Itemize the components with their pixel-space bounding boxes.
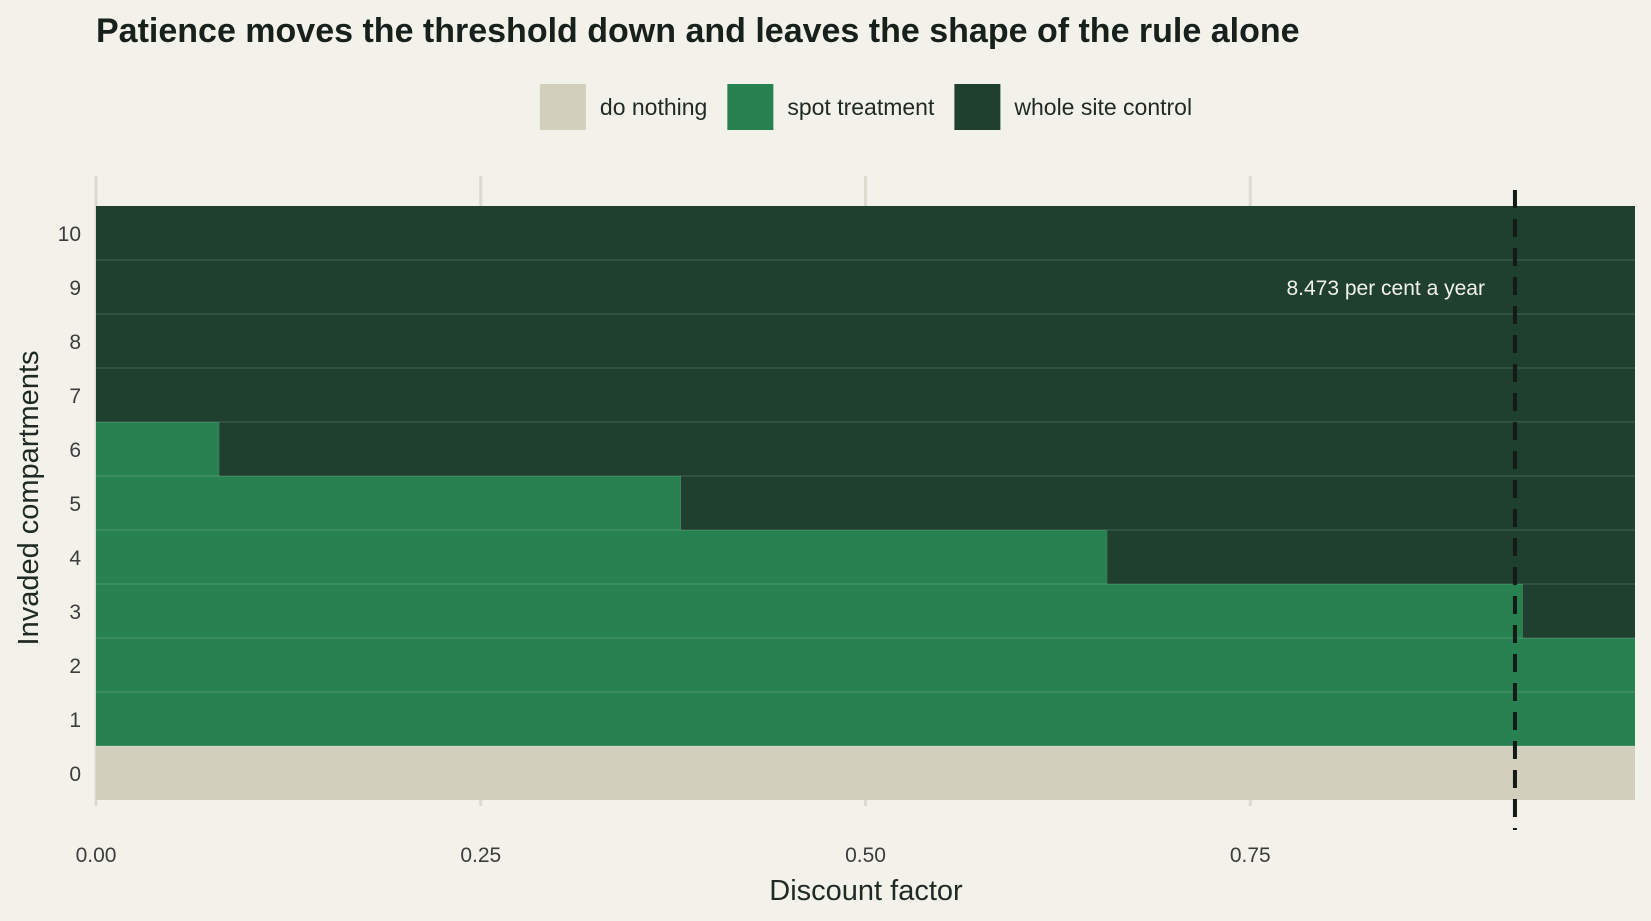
- x-tick-label-3: 0.75: [1230, 844, 1271, 867]
- x-axis-title: Discount factor: [769, 875, 963, 907]
- x-tick-label-2: 0.50: [845, 844, 886, 867]
- y-tick-label-1: 1: [69, 709, 81, 732]
- x-tick-label-0: 0.00: [76, 844, 117, 867]
- y-tick-label-2: 2: [69, 655, 81, 678]
- y-axis-title: Invaded compartments: [13, 351, 45, 646]
- cell-spot-treatment-1: [96, 692, 1635, 746]
- y-tick-label-7: 7: [69, 385, 81, 408]
- cell-spot-treatment-3: [96, 584, 1523, 638]
- reference-line-label: 8.473 per cent a year: [1286, 277, 1484, 300]
- legend: do nothing spot treatment whole site contr…: [539, 84, 1192, 130]
- y-tick-label-9: 9: [69, 277, 81, 300]
- cell-whole-site-6: [219, 422, 1635, 476]
- y-tick-label-8: 8: [69, 331, 81, 354]
- legend-swatch-spot-treatment: [727, 84, 774, 130]
- y-tick-label-6: 6: [69, 439, 81, 462]
- cell-spot-treatment-6: [96, 422, 220, 476]
- cell-whole-site-9: [96, 260, 1635, 314]
- cell-spot-treatment-4: [96, 530, 1108, 584]
- y-tick-label-0: 0: [69, 763, 81, 786]
- legend-label-spot-treatment: spot treatment: [787, 94, 935, 120]
- cell-whole-site-10: [96, 206, 1635, 260]
- legend-swatch-do-nothing: [539, 84, 586, 130]
- reference-line-group: 8.473 per cent a year: [1286, 190, 1517, 830]
- cell-whole-site-8: [96, 314, 1635, 368]
- chart-title: Patience moves the threshold down and le…: [96, 12, 1300, 50]
- cell-whole-site-4: [1107, 530, 1635, 584]
- x-axis-ticks: 0.00 0.25 0.50 0.75: [76, 844, 1271, 867]
- y-tick-label-3: 3: [69, 601, 81, 624]
- y-axis-ticks: 0 1 2 3 4 5 6 7 8 9 10: [58, 223, 82, 786]
- y-tick-label-4: 4: [69, 547, 81, 570]
- y-tick-label-5: 5: [69, 493, 81, 516]
- cell-whole-site-3: [1522, 584, 1635, 638]
- y-tick-label-10: 10: [58, 223, 81, 246]
- cell-whole-site-7: [96, 368, 1635, 422]
- legend-label-whole-site-control: whole site control: [1013, 94, 1192, 120]
- legend-label-do-nothing: do nothing: [600, 94, 707, 120]
- legend-swatch-whole-site-control: [954, 84, 1001, 130]
- cell-do-nothing-0: [96, 746, 1635, 800]
- cell-spot-treatment-5: [96, 476, 681, 530]
- x-tick-label-1: 0.25: [460, 844, 501, 867]
- policy-cells: [96, 206, 1635, 800]
- cell-spot-treatment-2: [96, 638, 1635, 692]
- cell-whole-site-5: [680, 476, 1635, 530]
